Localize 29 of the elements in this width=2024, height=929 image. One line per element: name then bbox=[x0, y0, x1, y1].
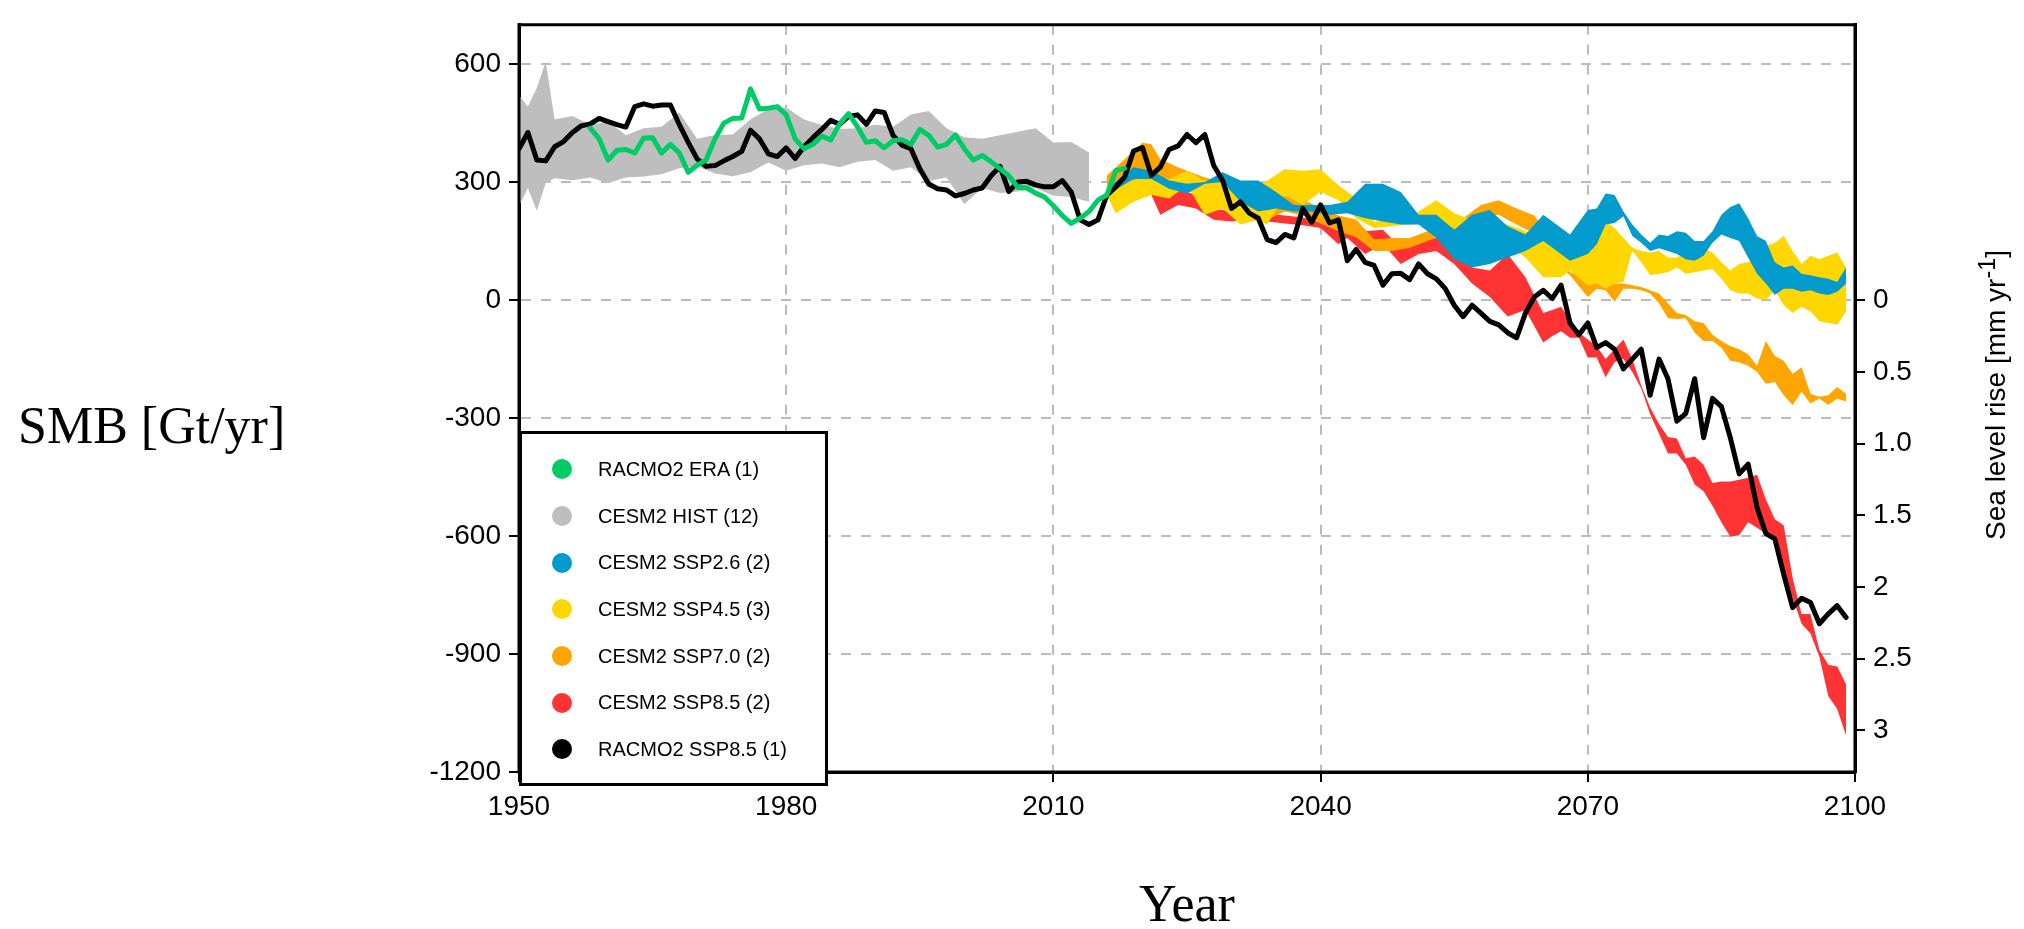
x-tick-label: 1950 bbox=[487, 789, 551, 821]
y-axis-title: SMB [Gt/yr] bbox=[18, 395, 286, 455]
x-tick-label: 1980 bbox=[755, 789, 818, 821]
legend-label: CESM2 SSP8.5 (2) bbox=[598, 691, 771, 715]
y-tick-label: 600 bbox=[454, 46, 501, 78]
legend-label: RACMO2 SSP8.5 (1) bbox=[598, 737, 787, 761]
y2-tick-label: 1.0 bbox=[1873, 426, 1912, 458]
x-tick-label: 2070 bbox=[1556, 789, 1619, 821]
legend-label: CESM2 SSP2.6 (2) bbox=[598, 551, 771, 575]
y2-tick-label: 1.5 bbox=[1873, 498, 1912, 529]
y2-tick-label: 0 bbox=[1873, 282, 1889, 314]
legend-label: CESM2 SSP7.0 (2) bbox=[598, 644, 771, 668]
x-axis-title: Year bbox=[1139, 873, 1235, 929]
y-tick-label: -600 bbox=[444, 518, 501, 550]
legend-label: RACMO2 ERA (1) bbox=[598, 457, 760, 481]
x-tick-label: 2040 bbox=[1289, 789, 1352, 821]
y-tick-label: 0 bbox=[485, 282, 501, 314]
legend-label: CESM2 HIST (12) bbox=[598, 504, 759, 528]
y2-tick-label: 2.5 bbox=[1873, 641, 1912, 673]
x-tick-label: 2100 bbox=[1823, 789, 1887, 821]
y-tick-label: -1200 bbox=[429, 754, 501, 786]
y2-tick-label: 2 bbox=[1873, 569, 1889, 601]
y2-tick-label: 0.5 bbox=[1873, 354, 1912, 386]
legend-label: CESM2 SSP4.5 (3) bbox=[598, 597, 771, 621]
y-tick-label: 300 bbox=[454, 164, 501, 196]
y-tick-label: -300 bbox=[444, 400, 501, 432]
y-tick-label: -900 bbox=[444, 636, 501, 668]
y2-tick-label: 3 bbox=[1873, 713, 1889, 745]
x-tick-label: 2010 bbox=[1022, 789, 1085, 821]
